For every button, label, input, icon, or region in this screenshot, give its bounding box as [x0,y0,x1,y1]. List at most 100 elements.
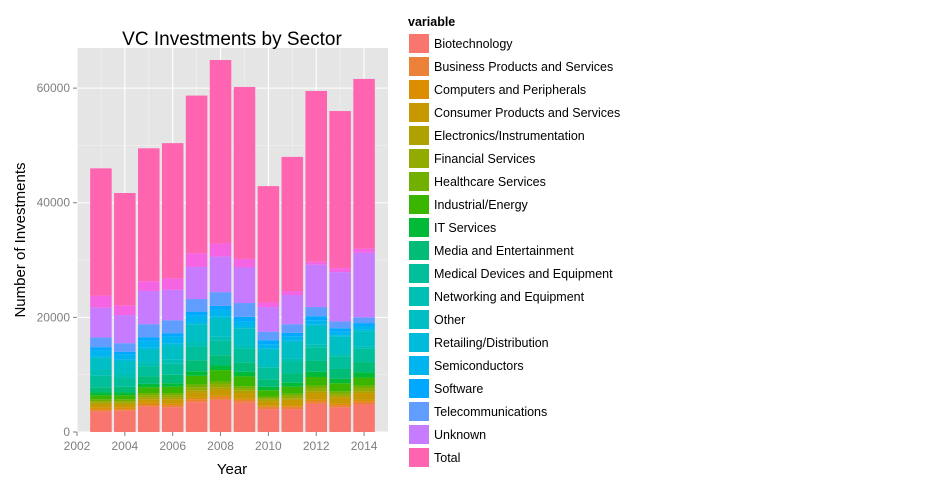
bar-segment-2012-5 [305,388,327,392]
bar-segment-2005-16 [138,324,160,338]
bar-segment-2013-3 [329,397,351,404]
bar-segment-2007-9 [185,360,208,372]
legend-key [408,332,430,353]
bar-segment-2008-12 [209,318,232,337]
legend-item: Industrial/Energy [408,193,620,216]
bar-segment-2013-10 [329,356,351,369]
bar-segment-2014-4 [353,391,375,394]
bar-segment-2006-16 [161,320,184,334]
bar-segment-2005-12 [138,349,160,363]
bar-segment-2009-5 [233,388,256,391]
bar-segment-2007-11 [185,342,208,347]
bar-segment-2014-18 [353,248,375,253]
bar-segment-2003-10 [90,375,112,388]
bar-segment-2012-6 [305,385,327,389]
bar-segment-2010-11 [257,365,280,368]
y-axis-title: Number of Investments [12,162,29,317]
bar-segment-2010-19 [257,186,280,303]
bar-segment-2010-5 [257,398,280,400]
legend-key [408,447,430,468]
bar-segment-2012-0 [305,403,327,432]
legend-key [408,355,430,376]
bar-segment-2014-1 [353,401,375,405]
legend-label: Biotechnology [434,36,513,51]
bar-segment-2010-2 [257,405,280,407]
bar-segment-2008-18 [209,243,232,257]
bar-segment-2012-14 [305,320,327,325]
bar-segment-2014-19 [353,78,375,249]
bar-segment-2012-11 [305,344,327,348]
bar-segment-2005-19 [138,148,160,282]
bar-segment-2008-17 [209,256,232,293]
bar-segment-2007-2 [185,397,208,400]
y-tick-label: 40000 [37,196,71,210]
legend-item: IT Services [408,216,620,239]
bar-segment-2008-15 [209,305,232,310]
bar-segment-2004-17 [114,315,136,344]
bar-segment-2008-4 [209,387,232,390]
bar-segment-2008-3 [209,389,232,396]
legend-key [408,309,430,330]
bar-segment-2010-6 [257,396,280,399]
legend-item: Media and Entertainment [408,239,620,262]
bar-segment-2013-13 [329,335,351,337]
bar-segment-2005-11 [138,362,160,367]
bar-segment-2007-7 [185,375,208,385]
bar-segment-2014-0 [353,404,375,432]
bar-segment-2012-16 [305,307,327,317]
bar-segment-2014-16 [353,317,375,324]
bar-segment-2013-17 [329,272,351,322]
bar-segment-2009-15 [233,316,256,322]
bar-segment-2011-7 [281,386,304,394]
legend-item: Consumer Products and Services [408,101,620,124]
bar-segment-2014-10 [353,348,375,363]
bar-segment-2003-1 [90,409,112,412]
bar-segment-2004-11 [114,372,136,378]
bar-segment-2005-10 [138,366,160,377]
bar-segment-2009-14 [233,321,256,327]
bar-segment-2003-15 [90,347,112,351]
bar-segment-2009-17 [233,267,256,304]
legend-key [408,240,430,261]
legend-label: Healthcare Services [434,174,546,189]
bar-segment-2004-18 [114,305,136,316]
bar-segment-2009-4 [233,390,256,394]
bar-segment-2007-18 [185,253,208,267]
bar-segment-2013-8 [329,378,351,384]
bar-segment-2009-6 [233,386,256,389]
bar-segment-2005-13 [138,347,160,350]
bar-segment-2008-16 [209,292,232,306]
bar-segment-2005-17 [138,291,160,325]
bar-segment-2010-12 [257,349,280,366]
bar-segment-2005-18 [138,281,160,292]
bar-segment-2003-13 [90,356,112,359]
bar-segment-2011-0 [281,409,304,432]
bar-segment-2010-0 [257,409,280,432]
legend-label: Networking and Equipment [434,289,585,304]
bar-segment-2006-8 [161,383,184,387]
bar-segment-2014-6 [353,385,375,389]
bar-segment-2004-1 [114,409,136,411]
legend-label: Total [434,450,461,465]
bar-segment-2012-12 [305,325,327,345]
bar-segment-2013-14 [329,331,351,336]
bar-segment-2009-12 [233,328,256,346]
legend-item: Total [408,446,620,469]
bar-segment-2013-1 [329,405,351,408]
bar-segment-2008-1 [209,397,232,400]
bar-segment-2007-0 [185,402,208,432]
bar-segment-2009-18 [233,258,256,268]
bar-segment-2004-5 [114,401,136,403]
x-tick-label: 2002 [64,439,91,453]
bar-segment-2008-0 [209,399,232,432]
bar-segment-2006-14 [161,336,184,344]
legend-key [408,33,430,54]
y-tick-label: 20000 [37,310,71,324]
legend-key [408,148,430,169]
bar-segment-2003-18 [90,295,112,308]
bar-segment-2010-7 [257,390,280,397]
bar-segment-2004-6 [114,399,136,402]
bar-segment-2005-7 [138,387,160,394]
bar-segment-2006-1 [161,405,184,408]
bar-segment-2006-0 [161,407,184,432]
